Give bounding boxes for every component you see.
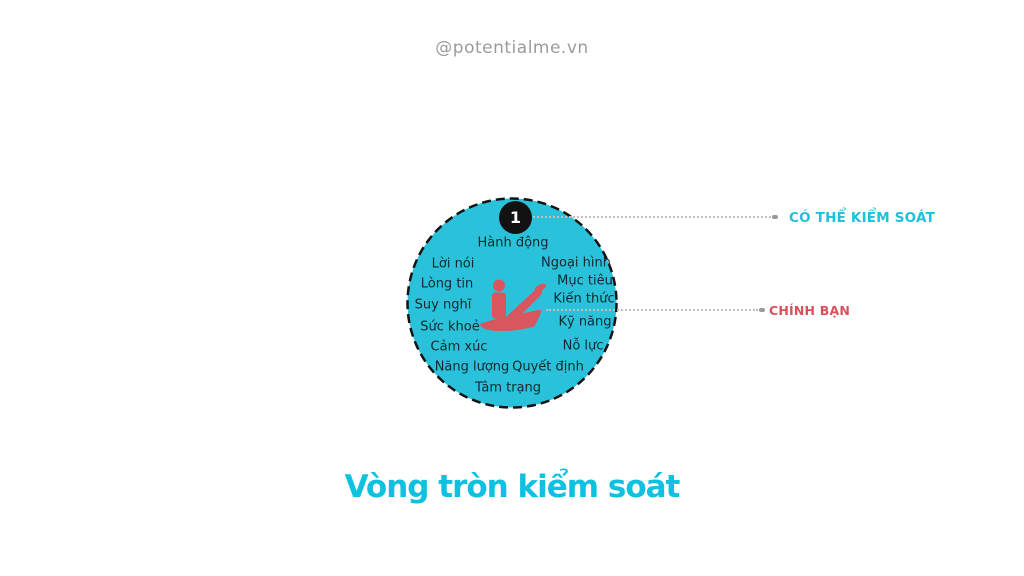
callout-can-control: CÓ THỂ KIỂM SOÁT bbox=[789, 210, 935, 226]
circle-label-cam-xuc: Cảm xúc bbox=[430, 339, 488, 355]
person-hand bbox=[534, 283, 547, 292]
callout-line-yourself bbox=[546, 309, 758, 311]
watermark: @potentialme.vn bbox=[435, 38, 589, 58]
step-badge: 1 bbox=[499, 201, 532, 234]
circle-label-kien-thuc: Kiến thức bbox=[553, 291, 615, 307]
circle-label-hanh-dong: Hành động bbox=[477, 235, 549, 251]
page-title: Vòng tròn kiểm soát bbox=[344, 469, 681, 505]
circle-label-muc-tieu: Mục tiêu bbox=[557, 273, 613, 289]
circle-label-long-tin: Lòng tin bbox=[420, 276, 474, 292]
circle-label-ky-nang: Kỹ năng bbox=[558, 314, 612, 330]
circle-label-no-luc: Nỗ lực bbox=[562, 338, 604, 354]
callout-line-can-control bbox=[533, 216, 771, 218]
circle-label-quyet-dinh: Quyết định bbox=[512, 359, 584, 375]
circle-label-loi-noi: Lời nói bbox=[431, 256, 475, 272]
person-body bbox=[492, 292, 506, 319]
control-circle bbox=[406, 197, 618, 409]
person-head bbox=[493, 279, 505, 292]
circle-label-tam-trang: Tâm trạng bbox=[474, 380, 542, 396]
circle-label-ngoai-hinh: Ngoại hình bbox=[541, 255, 611, 271]
callout-line-end-dot bbox=[772, 215, 778, 219]
circle-label-suc-khoe: Sức khoẻ bbox=[420, 319, 480, 335]
circle-label-suy-nghi: Suy nghĩ bbox=[414, 297, 472, 313]
person-arm bbox=[506, 288, 543, 323]
callout-yourself: CHÍNH BẠN bbox=[769, 303, 851, 318]
person-icon bbox=[480, 279, 547, 331]
circle-label-nang-luong: Năng lượng bbox=[434, 359, 510, 375]
circle-outline bbox=[406, 197, 618, 409]
callout-line-end-dot bbox=[759, 308, 765, 312]
